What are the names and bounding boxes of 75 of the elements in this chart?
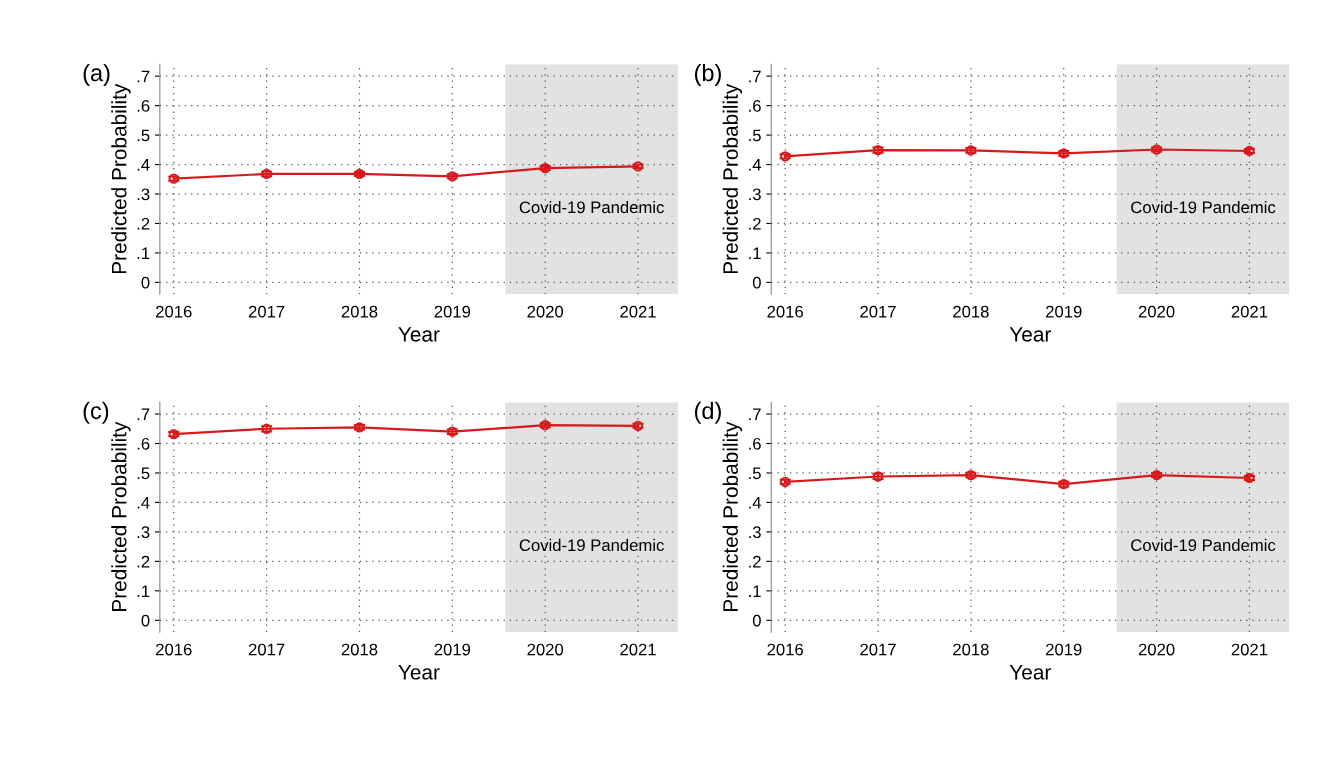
y-axis-title: Predicted Probability [722,421,743,611]
chart-title: (d) [694,401,721,424]
x-tick-label: 2021 [1231,643,1268,656]
x-axis-title: Year [398,327,440,342]
y-tick-label: .4 [749,497,762,509]
x-tick-label: 2020 [1138,643,1175,656]
x-tick-label: 2020 [527,305,564,318]
y-tick-label: .5 [137,129,150,142]
y-tick-label: .1 [137,247,150,259]
y-tick-label: 0 [141,276,150,289]
y-tick-label: .6 [749,100,761,112]
y-tick-label: .5 [749,467,761,480]
x-axis-title: Year [1009,327,1052,342]
y-tick-label: .4 [137,497,150,509]
x-tick-label: 2017 [248,643,285,656]
x-tick-label: 2019 [1046,643,1082,656]
y-tick-label: .3 [749,188,761,201]
x-tick-label: 2016 [767,643,803,656]
band-label: Covid-19 Pandemic [519,538,664,552]
y-tick-label: .7 [749,70,761,83]
x-tick-label: 2018 [953,305,989,318]
x-tick-label: 2018 [341,305,378,318]
x-tick-label: 2021 [1231,305,1268,318]
x-tick-label: 2018 [341,643,378,656]
point [354,168,365,180]
x-tick-label: 2019 [434,305,471,318]
y-tick-label: .2 [749,555,761,568]
y-tick-label: .2 [137,555,150,568]
x-tick-label: 2017 [860,643,896,656]
y-tick-label: .5 [749,129,761,142]
point [168,428,179,440]
y-tick-label: .1 [749,247,761,259]
x-tick-label: 2017 [860,305,896,318]
y-axis-title: Predicted Probability [111,421,131,611]
x-tick-label: 2016 [767,305,803,318]
y-tick-label: .7 [137,408,150,421]
band-label: Covid-19 Pandemic [1131,200,1276,214]
chart-title: (b) [694,63,721,86]
y-tick-label: .2 [137,217,150,230]
band-label: Covid-19 Pandemic [519,200,664,214]
x-axis-title: Year [398,665,440,680]
y-tick-label: 0 [752,614,761,627]
point [1244,472,1255,484]
y-tick-label: 0 [141,614,150,627]
x-tick-label: 2018 [953,643,989,656]
x-axis-title: Year [1009,665,1052,680]
y-tick-label: 0 [752,276,761,289]
y-tick-label: .3 [749,526,761,539]
y-tick-label: .3 [137,188,150,201]
y-tick-label: .3 [137,526,150,539]
x-tick-label: 2021 [620,305,656,318]
y-tick-label: .7 [749,408,761,421]
y-tick-label: .4 [749,159,762,171]
y-tick-label: .1 [137,585,150,597]
y-tick-label: .1 [749,585,761,597]
y-tick-label: .6 [137,437,150,450]
x-tick-label: 2016 [156,643,192,656]
x-tick-label: 2019 [1046,305,1082,318]
x-tick-label: 2017 [248,305,285,318]
x-tick-label: 2021 [620,643,656,656]
y-tick-label: .6 [749,437,761,450]
chart-title: (a) [83,63,110,86]
x-tick-label: 2020 [527,643,564,656]
x-tick-label: 2016 [156,305,192,318]
y-tick-label: .7 [137,70,150,83]
x-tick-label: 2020 [1138,305,1175,318]
y-axis-title: Predicted Probability [722,83,743,274]
y-tick-label: .4 [137,159,150,171]
y-tick-label: .2 [749,217,761,230]
y-tick-label: .6 [137,100,150,112]
x-tick-label: 2019 [434,643,471,656]
chart-title: (c) [83,401,109,424]
band-label: Covid-19 Pandemic [1131,538,1276,552]
y-axis-title: Predicted Probability [111,83,131,274]
y-tick-label: .5 [137,467,150,480]
